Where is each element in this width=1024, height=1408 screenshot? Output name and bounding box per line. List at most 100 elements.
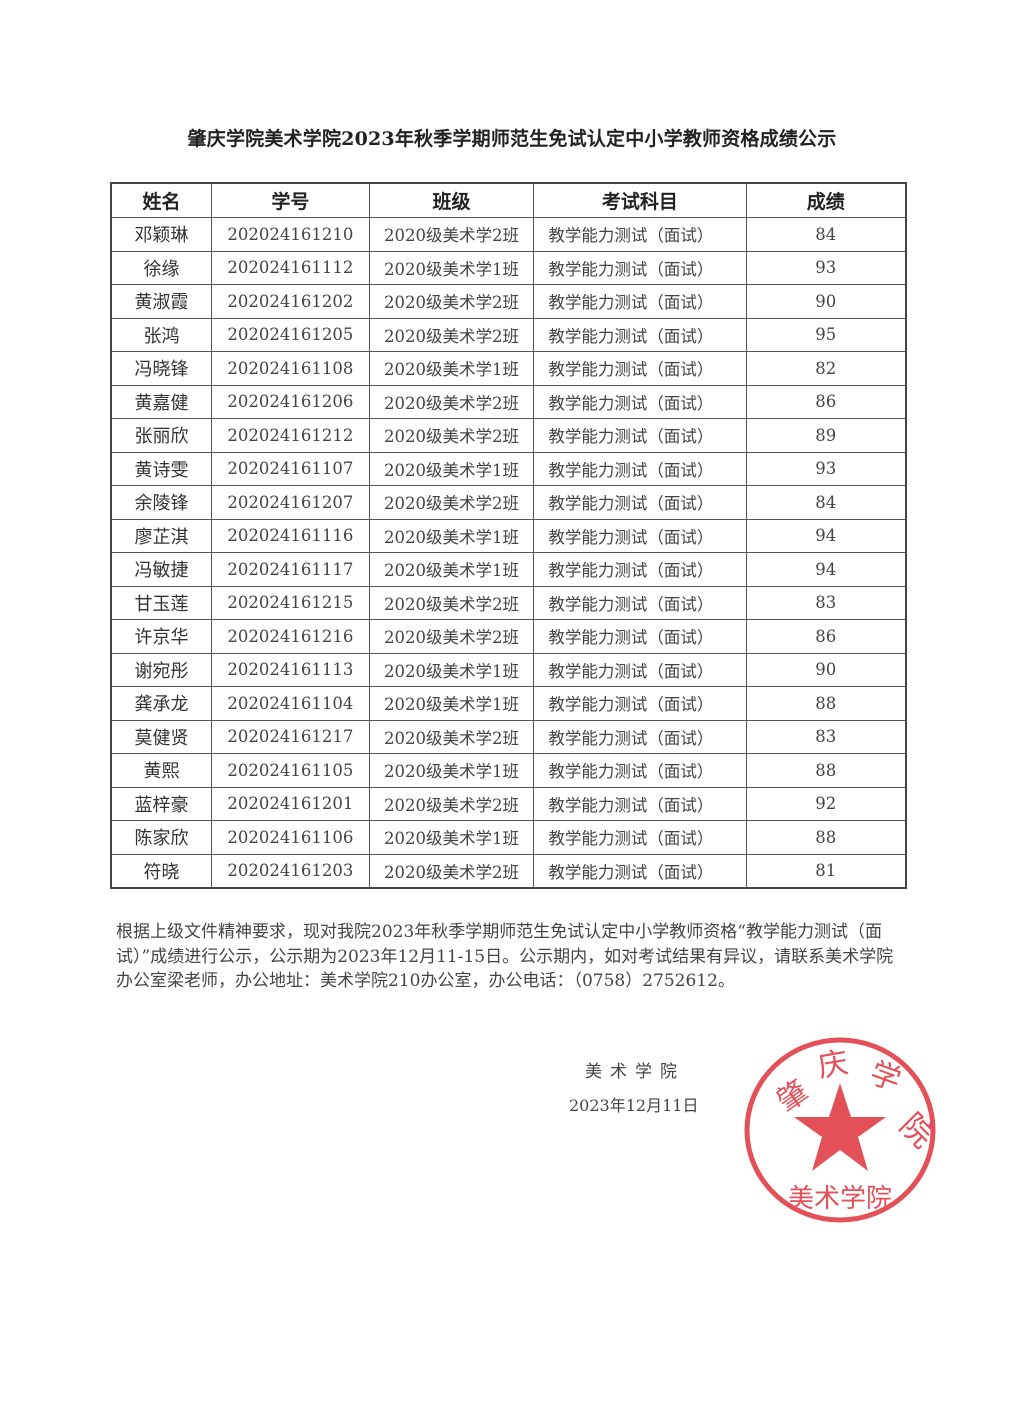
- cell-name: 张丽欣: [110, 418, 213, 453]
- cell-score: 88: [745, 686, 907, 721]
- table-row: 冯敏捷 202024161117 2020级美术学1班 教学能力测试（面试） 94: [110, 552, 907, 587]
- header-class: 班级: [368, 182, 535, 218]
- cell-student-id: 202024161202: [211, 284, 370, 319]
- cell-class: 2020级美术学1班: [368, 250, 535, 285]
- header-name: 姓名: [110, 182, 213, 218]
- cell-student-id: 202024161105: [211, 753, 370, 788]
- cell-name: 黄诗雯: [110, 451, 213, 486]
- cell-class: 2020级美术学1班: [368, 351, 535, 386]
- cell-student-id: 202024161210: [211, 217, 370, 252]
- cell-name: 黄熙: [110, 753, 213, 788]
- official-seal: 肇 庆 学 院 美术学院: [744, 1037, 940, 1223]
- cell-student-id: 202024161113: [211, 652, 370, 687]
- cell-subject: 教学能力测试（面试）: [533, 351, 747, 386]
- table-row: 冯晓锋 202024161108 2020级美术学1班 教学能力测试（面试） 82: [110, 351, 907, 386]
- table-row: 莫健贤 202024161217 2020级美术学2班 教学能力测试（面试） 83: [110, 719, 907, 754]
- table-row: 陈家欣 202024161106 2020级美术学1班 教学能力测试（面试） 88: [110, 820, 907, 855]
- table-row: 邓颖琳 202024161210 2020级美术学2班 教学能力测试（面试） 84: [110, 217, 907, 252]
- cell-subject: 教学能力测试（面试）: [533, 719, 747, 754]
- cell-student-id: 202024161203: [211, 853, 370, 889]
- cell-score: 93: [745, 250, 907, 285]
- cell-name: 冯敏捷: [110, 552, 213, 587]
- seal-inner-text: 美术学院: [788, 1184, 892, 1214]
- cell-score: 82: [745, 351, 907, 386]
- cell-class: 2020级美术学2班: [368, 384, 535, 419]
- cell-subject: 教学能力测试（面试）: [533, 217, 747, 252]
- seal-outer-char-2: 庆: [815, 1045, 851, 1085]
- table-row: 黄熙 202024161105 2020级美术学1班 教学能力测试（面试） 88: [110, 753, 907, 788]
- cell-class: 2020级美术学2班: [368, 217, 535, 252]
- seal-ring: [744, 1037, 936, 1223]
- table-body: 邓颖琳 202024161210 2020级美术学2班 教学能力测试（面试） 84 徐缘 2…: [110, 217, 907, 889]
- cell-subject: 教学能力测试（面试）: [533, 552, 747, 587]
- cell-name: 邓颖琳: [110, 217, 213, 252]
- cell-class: 2020级美术学2班: [368, 853, 535, 889]
- header-student-id: 学号: [211, 182, 370, 218]
- cell-score: 83: [745, 585, 907, 620]
- cell-student-id: 202024161207: [211, 485, 370, 520]
- cell-subject: 教学能力测试（面试）: [533, 317, 747, 352]
- cell-score: 86: [745, 384, 907, 419]
- cell-student-id: 202024161116: [211, 518, 370, 553]
- cell-class: 2020级美术学2班: [368, 585, 535, 620]
- table-row: 黄诗雯 202024161107 2020级美术学1班 教学能力测试（面试） 93: [110, 451, 907, 486]
- cell-name: 莫健贤: [110, 719, 213, 754]
- table-row: 符晓 202024161203 2020级美术学2班 教学能力测试（面试） 81: [110, 853, 907, 889]
- cell-score: 94: [745, 518, 907, 553]
- signature-org: 美术学院: [585, 1062, 685, 1082]
- seal-outer-char-1: 肇: [771, 1074, 816, 1120]
- signature-date: 2023年12月11日: [569, 1096, 699, 1115]
- cell-subject: 教学能力测试（面试）: [533, 418, 747, 453]
- cell-student-id: 202024161201: [211, 786, 370, 821]
- cell-subject: 教学能力测试（面试）: [533, 485, 747, 520]
- table-row: 许京华 202024161216 2020级美术学2班 教学能力测试（面试） 86: [110, 619, 907, 654]
- cell-student-id: 202024161217: [211, 719, 370, 754]
- cell-name: 符晓: [110, 853, 213, 889]
- cell-class: 2020级美术学2班: [368, 418, 535, 453]
- cell-class: 2020级美术学1班: [368, 552, 535, 587]
- cell-subject: 教学能力测试（面试）: [533, 853, 747, 889]
- cell-score: 84: [745, 485, 907, 520]
- cell-class: 2020级美术学1班: [368, 518, 535, 553]
- cell-subject: 教学能力测试（面试）: [533, 451, 747, 486]
- cell-class: 2020级美术学1班: [368, 686, 535, 721]
- cell-score: 88: [745, 753, 907, 788]
- cell-score: 94: [745, 552, 907, 587]
- cell-student-id: 202024161206: [211, 384, 370, 419]
- table-row: 黄淑霞 202024161202 2020级美术学2班 教学能力测试（面试） 90: [110, 284, 907, 319]
- notice-paragraph: 根据上级文件精神要求，现对我院2023年秋季学期师范生免试认定中小学教师资格“教…: [116, 922, 894, 991]
- cell-student-id: 202024161216: [211, 619, 370, 654]
- cell-score: 88: [745, 820, 907, 855]
- cell-score: 83: [745, 719, 907, 754]
- table-row: 甘玉莲 202024161215 2020级美术学2班 教学能力测试（面试） 83: [110, 585, 907, 620]
- cell-subject: 教学能力测试（面试）: [533, 753, 747, 788]
- cell-name: 龚承龙: [110, 686, 213, 721]
- cell-score: 81: [745, 853, 907, 889]
- table-row: 蓝梓豪 202024161201 2020级美术学2班 教学能力测试（面试） 92: [110, 786, 907, 821]
- table-row: 张丽欣 202024161212 2020级美术学2班 教学能力测试（面试） 89: [110, 418, 907, 453]
- cell-subject: 教学能力测试（面试）: [533, 619, 747, 654]
- cell-class: 2020级美术学2班: [368, 485, 535, 520]
- scores-table: 姓名 学号 班级 考试科目 成绩 邓颖琳 202024161210 2020级美术学…: [110, 182, 907, 889]
- table-row: 徐缘 202024161112 2020级美术学1班 教学能力测试（面试） 93: [110, 250, 907, 285]
- cell-class: 2020级美术学2班: [368, 786, 535, 821]
- cell-score: 95: [745, 317, 907, 352]
- cell-score: 90: [745, 284, 907, 319]
- cell-name: 黄嘉健: [110, 384, 213, 419]
- cell-name: 余陵锋: [110, 485, 213, 520]
- table-row: 余陵锋 202024161207 2020级美术学2班 教学能力测试（面试） 84: [110, 485, 907, 520]
- cell-score: 84: [745, 217, 907, 252]
- cell-class: 2020级美术学1班: [368, 652, 535, 687]
- cell-class: 2020级美术学2班: [368, 619, 535, 654]
- table-row: 黄嘉健 202024161206 2020级美术学2班 教学能力测试（面试） 86: [110, 384, 907, 419]
- cell-subject: 教学能力测试（面试）: [533, 786, 747, 821]
- cell-name: 张鸿: [110, 317, 213, 352]
- cell-subject: 教学能力测试（面试）: [533, 686, 747, 721]
- cell-class: 2020级美术学1班: [368, 753, 535, 788]
- cell-name: 蓝梓豪: [110, 786, 213, 821]
- cell-subject: 教学能力测试（面试）: [533, 250, 747, 285]
- cell-student-id: 202024161104: [211, 686, 370, 721]
- cell-name: 谢宛彤: [110, 652, 213, 687]
- cell-score: 89: [745, 418, 907, 453]
- cell-class: 2020级美术学2班: [368, 284, 535, 319]
